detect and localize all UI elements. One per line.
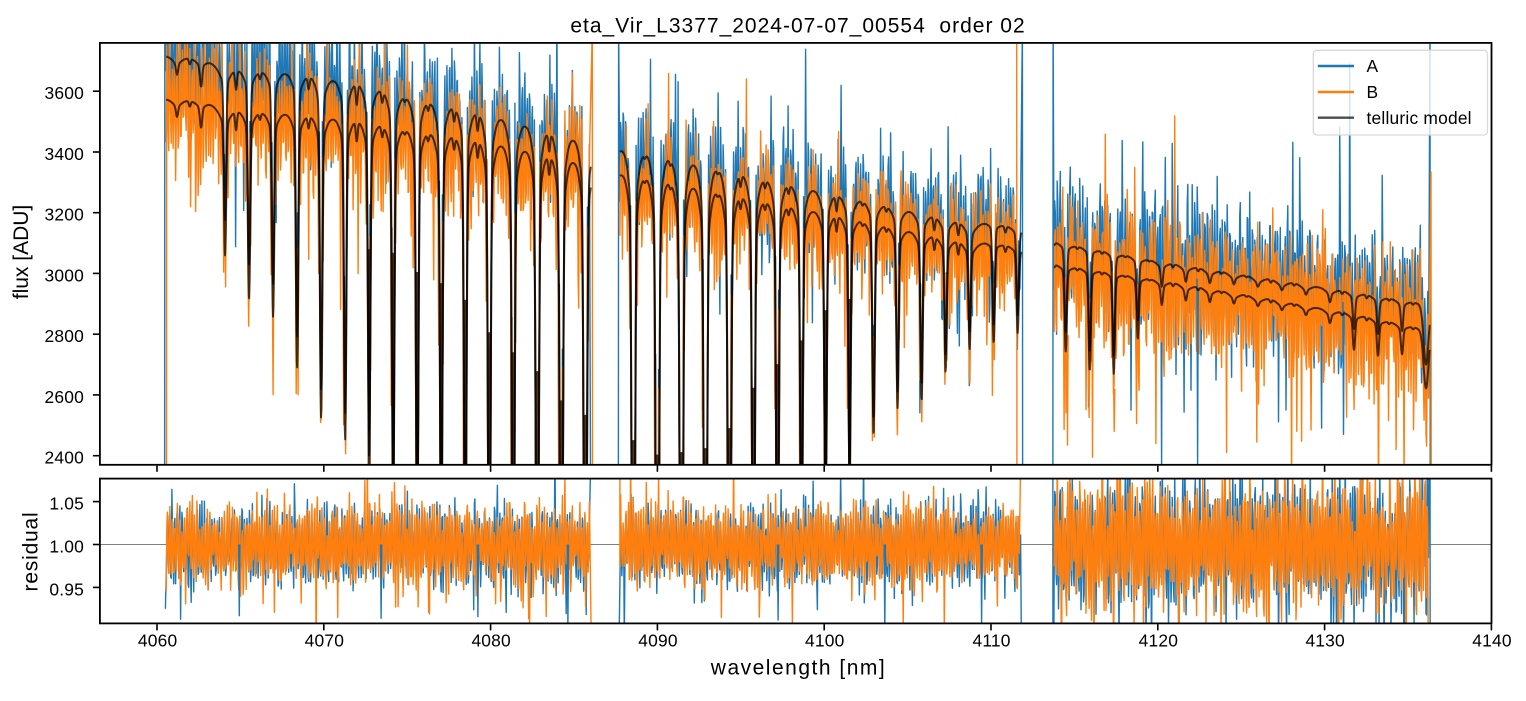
svg-text:2400: 2400	[45, 448, 85, 468]
svg-text:4060: 4060	[138, 631, 178, 651]
svg-text:eta_Vir_L3377_2024-07-07_00554: eta_Vir_L3377_2024-07-07_00554 order 02	[570, 15, 1025, 38]
svg-text:3200: 3200	[45, 205, 85, 225]
svg-text:residual: residual	[19, 512, 42, 592]
svg-text:3600: 3600	[45, 83, 85, 103]
svg-text:4070: 4070	[305, 631, 345, 651]
svg-text:4090: 4090	[638, 631, 678, 651]
svg-text:4120: 4120	[1139, 631, 1179, 651]
svg-text:1.05: 1.05	[49, 494, 84, 514]
svg-text:3000: 3000	[45, 265, 85, 285]
svg-text:wavelength [nm]: wavelength [nm]	[710, 657, 886, 680]
svg-text:4110: 4110	[972, 631, 1010, 651]
svg-text:telluric model: telluric model	[1367, 108, 1472, 128]
svg-text:0.95: 0.95	[49, 579, 84, 599]
svg-text:4100: 4100	[805, 631, 845, 651]
svg-text:4080: 4080	[471, 631, 511, 651]
svg-text:4130: 4130	[1305, 631, 1345, 651]
svg-text:A: A	[1367, 56, 1379, 76]
svg-text:4140: 4140	[1472, 631, 1512, 651]
svg-text:B: B	[1367, 82, 1379, 102]
svg-text:3400: 3400	[45, 144, 85, 164]
svg-text:1.00: 1.00	[49, 537, 84, 557]
svg-text:flux [ADU]: flux [ADU]	[10, 205, 33, 300]
svg-text:2600: 2600	[45, 387, 85, 407]
svg-text:2800: 2800	[45, 326, 85, 346]
